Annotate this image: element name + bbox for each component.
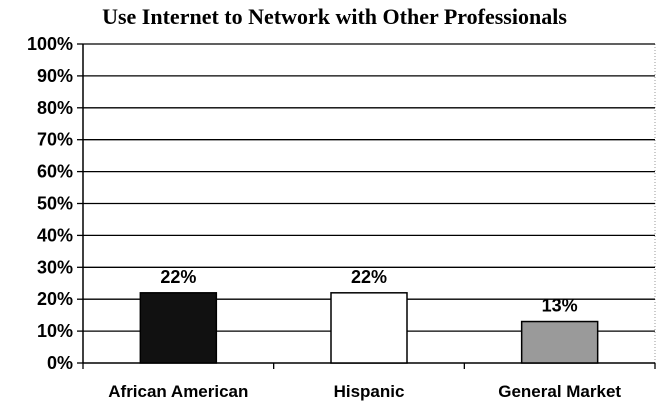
x-tick-label: African American [108, 382, 248, 401]
x-tick-label: Hispanic [334, 382, 405, 401]
y-tick-label: 40% [37, 225, 73, 245]
y-tick-label: 20% [37, 289, 73, 309]
bar-hispanic [330, 292, 408, 364]
y-tick-label: 100% [27, 34, 73, 54]
data-labels: 22% 22% 13% [160, 267, 577, 316]
y-tick-label: 30% [37, 257, 73, 277]
y-tick-labels: 0% 10% 20% 30% 40% 50% 60% 70% 80% 90% 100% [27, 34, 73, 373]
x-tick-label: General Market [498, 382, 621, 401]
bar-general-market [520, 320, 599, 364]
y-tick-label: 70% [37, 130, 73, 150]
y-tick-label: 90% [37, 66, 73, 86]
category-labels: African American Hispanic General Market [108, 382, 621, 401]
bars [139, 292, 599, 364]
bar-african-american [139, 292, 218, 364]
data-label: 22% [351, 267, 387, 287]
y-tick-label: 10% [37, 321, 73, 341]
data-label: 13% [542, 296, 578, 316]
y-tick-label: 50% [37, 194, 73, 214]
chart-title: Use Internet to Network with Other Profe… [102, 4, 567, 29]
y-tick-label: 0% [47, 353, 73, 373]
data-label: 22% [160, 267, 196, 287]
y-tick-label: 80% [37, 98, 73, 118]
y-tick-label: 60% [37, 162, 73, 182]
